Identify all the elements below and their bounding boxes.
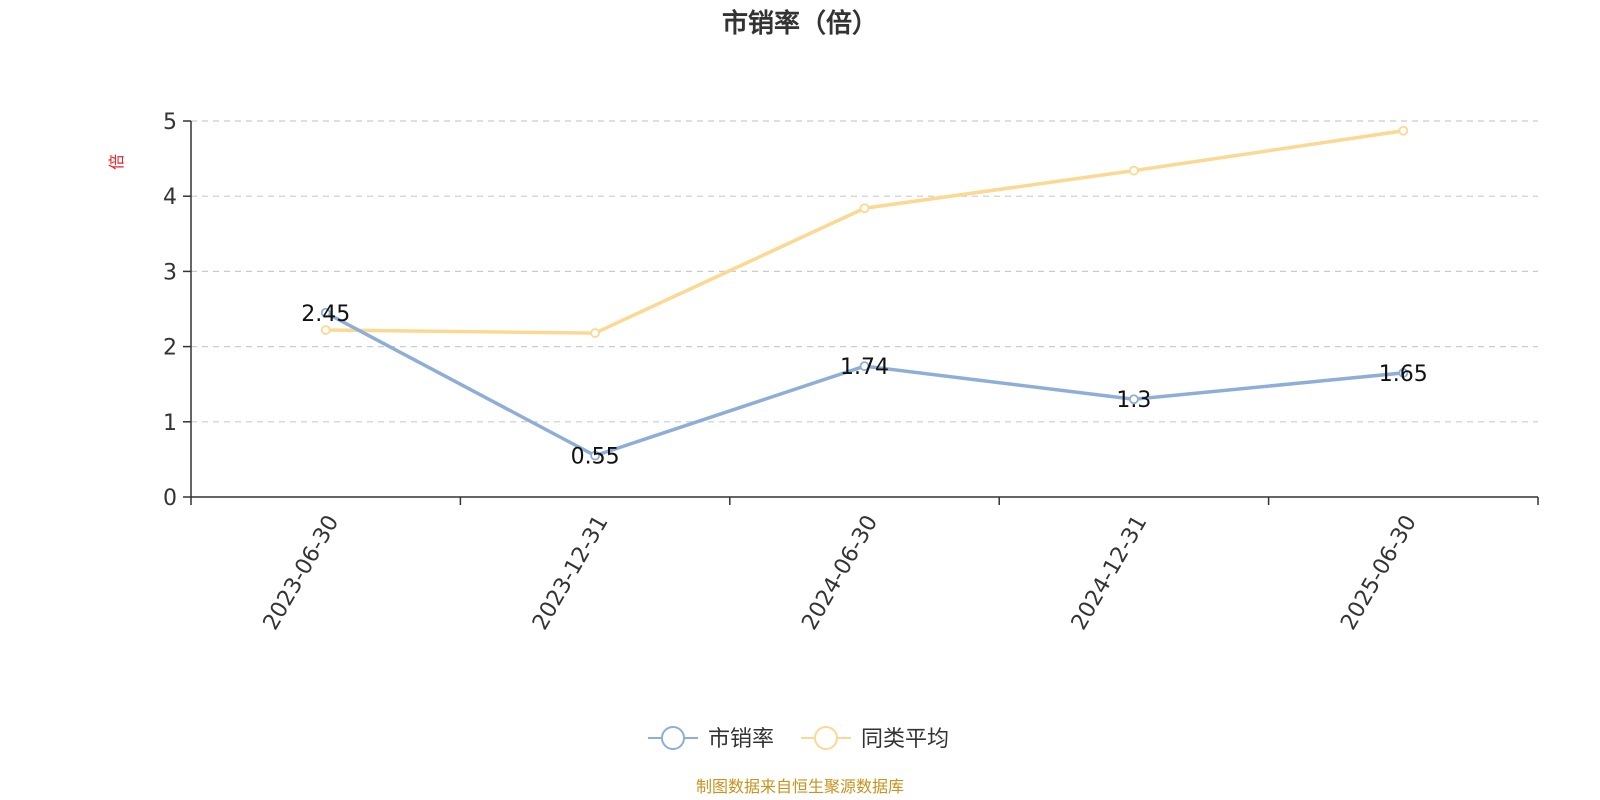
series-line bbox=[325, 129, 1404, 335]
legend[interactable]: 市销率 同类平均 bbox=[648, 726, 949, 752]
legend-circle-icon bbox=[661, 726, 685, 750]
y-tick-label: 5 bbox=[163, 110, 177, 135]
data-label: 1.3 bbox=[1116, 388, 1151, 413]
y-tick-label: 0 bbox=[163, 486, 177, 511]
data-label: 0.55 bbox=[571, 445, 620, 470]
x-tick-label: 2023-12-31 bbox=[528, 511, 614, 634]
legend-item[interactable]: 市销率 bbox=[648, 726, 774, 752]
chart-title: 市销率（倍） bbox=[722, 8, 878, 39]
x-tick-label: 2023-06-30 bbox=[259, 511, 345, 634]
y-axis: 0 1 2 3 4 5 bbox=[163, 110, 192, 511]
series-point bbox=[320, 307, 331, 318]
series-line bbox=[324, 311, 1404, 458]
grid-lines bbox=[191, 120, 1538, 423]
series-point bbox=[1129, 165, 1139, 176]
legend-circle-icon bbox=[814, 726, 838, 750]
legend-item[interactable]: 同类平均 bbox=[801, 726, 949, 752]
y-tick-label: 4 bbox=[163, 185, 177, 210]
x-tick-label: 2024-12-31 bbox=[1067, 511, 1153, 634]
series-point bbox=[859, 203, 870, 214]
legend-label: 同类平均 bbox=[861, 727, 949, 752]
x-axis: 2023-06-30 2023-12-31 2024-06-30 2024-12-31… bbox=[190, 496, 1539, 634]
series-point bbox=[590, 328, 600, 338]
series-layer bbox=[320, 125, 1409, 461]
data-label: 1.65 bbox=[1379, 362, 1428, 387]
y-axis-unit-label: 倍 bbox=[107, 154, 126, 170]
series-point bbox=[320, 325, 331, 335]
series-point bbox=[1398, 125, 1409, 136]
x-tick-label: 2025-06-30 bbox=[1336, 511, 1422, 634]
legend-label: 市销率 bbox=[708, 727, 774, 752]
source-note: 制图数据来自恒生聚源数据库 bbox=[696, 777, 904, 796]
series-point bbox=[1398, 368, 1409, 378]
x-tick-label: 2024-06-30 bbox=[797, 511, 883, 634]
y-tick-label: 3 bbox=[163, 260, 177, 285]
data-label: 2.45 bbox=[301, 302, 350, 327]
series-point bbox=[859, 361, 870, 372]
y-tick-label: 2 bbox=[163, 336, 177, 361]
series-point bbox=[1129, 394, 1139, 405]
data-labels: 2.45 0.55 1.74 1.3 1.65 bbox=[301, 302, 1428, 470]
y-tick-label: 1 bbox=[163, 411, 177, 436]
data-label: 1.74 bbox=[840, 355, 889, 380]
series-point bbox=[590, 450, 600, 461]
